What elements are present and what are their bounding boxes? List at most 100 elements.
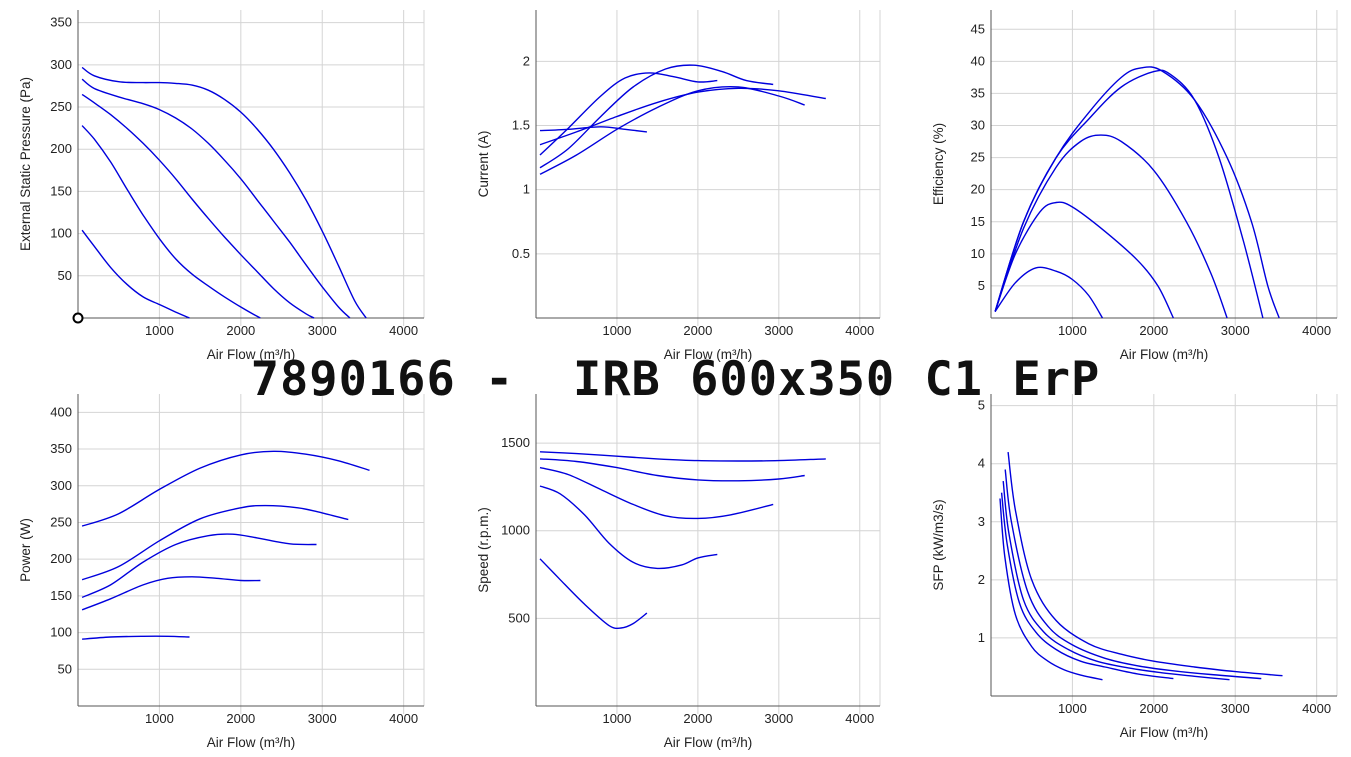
y-tick-label: 2 (523, 53, 530, 68)
x-tick-label: 2000 (683, 711, 712, 726)
series-line-3 (994, 134, 1228, 319)
y-tick-label: 200 (50, 551, 72, 566)
x-tick-label: 2000 (683, 323, 712, 338)
x-axis-label: Air Flow (m³/h) (1120, 347, 1209, 362)
series-line-3 (1002, 481, 1230, 681)
series-line-2 (81, 504, 349, 581)
x-tick-label: 2000 (1139, 701, 1168, 716)
x-tick-label: 1000 (1058, 323, 1087, 338)
series-line-1 (1007, 452, 1283, 677)
x-axis-label: Air Flow (m³/h) (1120, 725, 1209, 740)
y-tick-label: 250 (50, 99, 72, 114)
y-tick-label: 25 (971, 150, 985, 165)
x-tick-label: 3000 (1221, 701, 1250, 716)
x-tick-label: 2000 (226, 711, 255, 726)
y-tick-label: 0.5 (512, 246, 530, 261)
x-tick-label: 1000 (602, 711, 631, 726)
x-tick-label: 4000 (845, 711, 874, 726)
y-tick-label: 1 (523, 182, 530, 197)
x-tick-label: 4000 (1302, 323, 1331, 338)
series-line-5 (539, 126, 647, 133)
chart-power: 1000 2000 3000 4000 50 100 150 200 250 300 350 400 A… (18, 394, 425, 750)
series-line-2 (1004, 469, 1262, 680)
y-tick-label: 10 (971, 246, 985, 261)
x-axis-label: Air Flow (m³/h) (664, 735, 753, 750)
series-line-4 (994, 201, 1175, 319)
chart-sfp: 1000 2000 3000 4000 1 2 3 4 5 Air Flow (m³/h) SFP … (931, 394, 1338, 740)
y-tick-label: 4 (978, 456, 985, 471)
y-axis-label: Speed (r.p.m.) (476, 507, 491, 593)
y-tick-label: 400 (50, 404, 72, 419)
y-tick-label: 150 (50, 183, 72, 198)
y-tick-label: 200 (50, 141, 72, 156)
series-line-5 (539, 558, 648, 630)
chart-pressure: 1000 2000 3000 4000 50 100 150 200 250 300 350 Air … (18, 10, 425, 362)
series-line-3 (539, 466, 774, 520)
series-line-5 (82, 635, 190, 640)
x-tick-label: 2000 (1139, 323, 1168, 338)
y-axis-label: SFP (kW/m3/s) (931, 499, 946, 590)
y-tick-label: 2 (978, 572, 985, 587)
y-tick-label: 350 (50, 15, 72, 30)
y-tick-label: 300 (50, 57, 72, 72)
series-line-1 (81, 66, 367, 319)
series-line-1 (81, 450, 370, 527)
series-line-4 (81, 125, 261, 319)
y-tick-label: 50 (58, 268, 72, 283)
x-axis-label: Air Flow (m³/h) (664, 347, 753, 362)
chart-efficiency: 1000 2000 3000 4000 5 10 15 20 25 30 35 40 45 Air Flo… (931, 10, 1338, 362)
x-tick-label: 1000 (145, 323, 174, 338)
y-tick-label: 250 (50, 514, 72, 529)
y-tick-label: 50 (58, 661, 72, 676)
y-axis-label: Efficiency (%) (931, 123, 946, 205)
series-line-2 (539, 86, 805, 175)
origin-marker (72, 312, 84, 324)
x-tick-label: 3000 (764, 711, 793, 726)
series-line-1 (539, 87, 826, 146)
series-line-5 (81, 229, 190, 319)
y-tick-label: 35 (971, 85, 985, 100)
y-tick-label: 300 (50, 478, 72, 493)
y-tick-label: 30 (971, 118, 985, 133)
series-line-3 (81, 533, 317, 599)
series-line-5 (994, 266, 1104, 319)
x-tick-label: 4000 (389, 323, 418, 338)
y-tick-label: 45 (971, 21, 985, 36)
y-tick-label: 20 (971, 182, 985, 197)
y-axis-label: Current (A) (476, 131, 491, 198)
x-tick-label: 1000 (145, 711, 174, 726)
y-tick-label: 150 (50, 588, 72, 603)
x-tick-label: 4000 (845, 323, 874, 338)
y-tick-label: 1 (978, 630, 985, 645)
series-line-4 (81, 576, 261, 611)
series-line-1 (539, 451, 826, 462)
x-tick-label: 3000 (764, 323, 793, 338)
x-tick-label: 1000 (1058, 701, 1087, 716)
y-tick-label: 1000 (501, 523, 530, 538)
series-line-3 (81, 93, 315, 319)
y-tick-label: 5 (978, 278, 985, 293)
y-tick-label: 1.5 (512, 118, 530, 133)
series-line-5 (999, 498, 1103, 681)
y-tick-label: 100 (50, 625, 72, 640)
series-line-3 (539, 64, 774, 169)
x-tick-label: 3000 (308, 711, 337, 726)
x-tick-label: 4000 (1302, 701, 1331, 716)
y-tick-label: 3 (978, 514, 985, 529)
x-tick-label: 2000 (226, 323, 255, 338)
y-tick-label: 100 (50, 226, 72, 241)
x-tick-label: 4000 (389, 711, 418, 726)
x-tick-label: 3000 (1221, 323, 1250, 338)
y-tick-label: 350 (50, 441, 72, 456)
x-axis-label: Air Flow (m³/h) (207, 735, 296, 750)
chart-current: 1000 2000 3000 4000 0.5 1 1.5 2 Air Flow (m³/h) C… (476, 10, 881, 362)
series-line-2 (994, 69, 1264, 319)
y-tick-label: 40 (971, 53, 985, 68)
series-line-4 (539, 72, 718, 156)
y-tick-label: 15 (971, 214, 985, 229)
series-line-4 (539, 485, 718, 570)
y-tick-label: 1500 (501, 435, 530, 450)
series-line-2 (539, 458, 805, 482)
chart-speed: 1000 2000 3000 4000 500 1000 1500 Air Flow (m³/… (476, 394, 881, 750)
